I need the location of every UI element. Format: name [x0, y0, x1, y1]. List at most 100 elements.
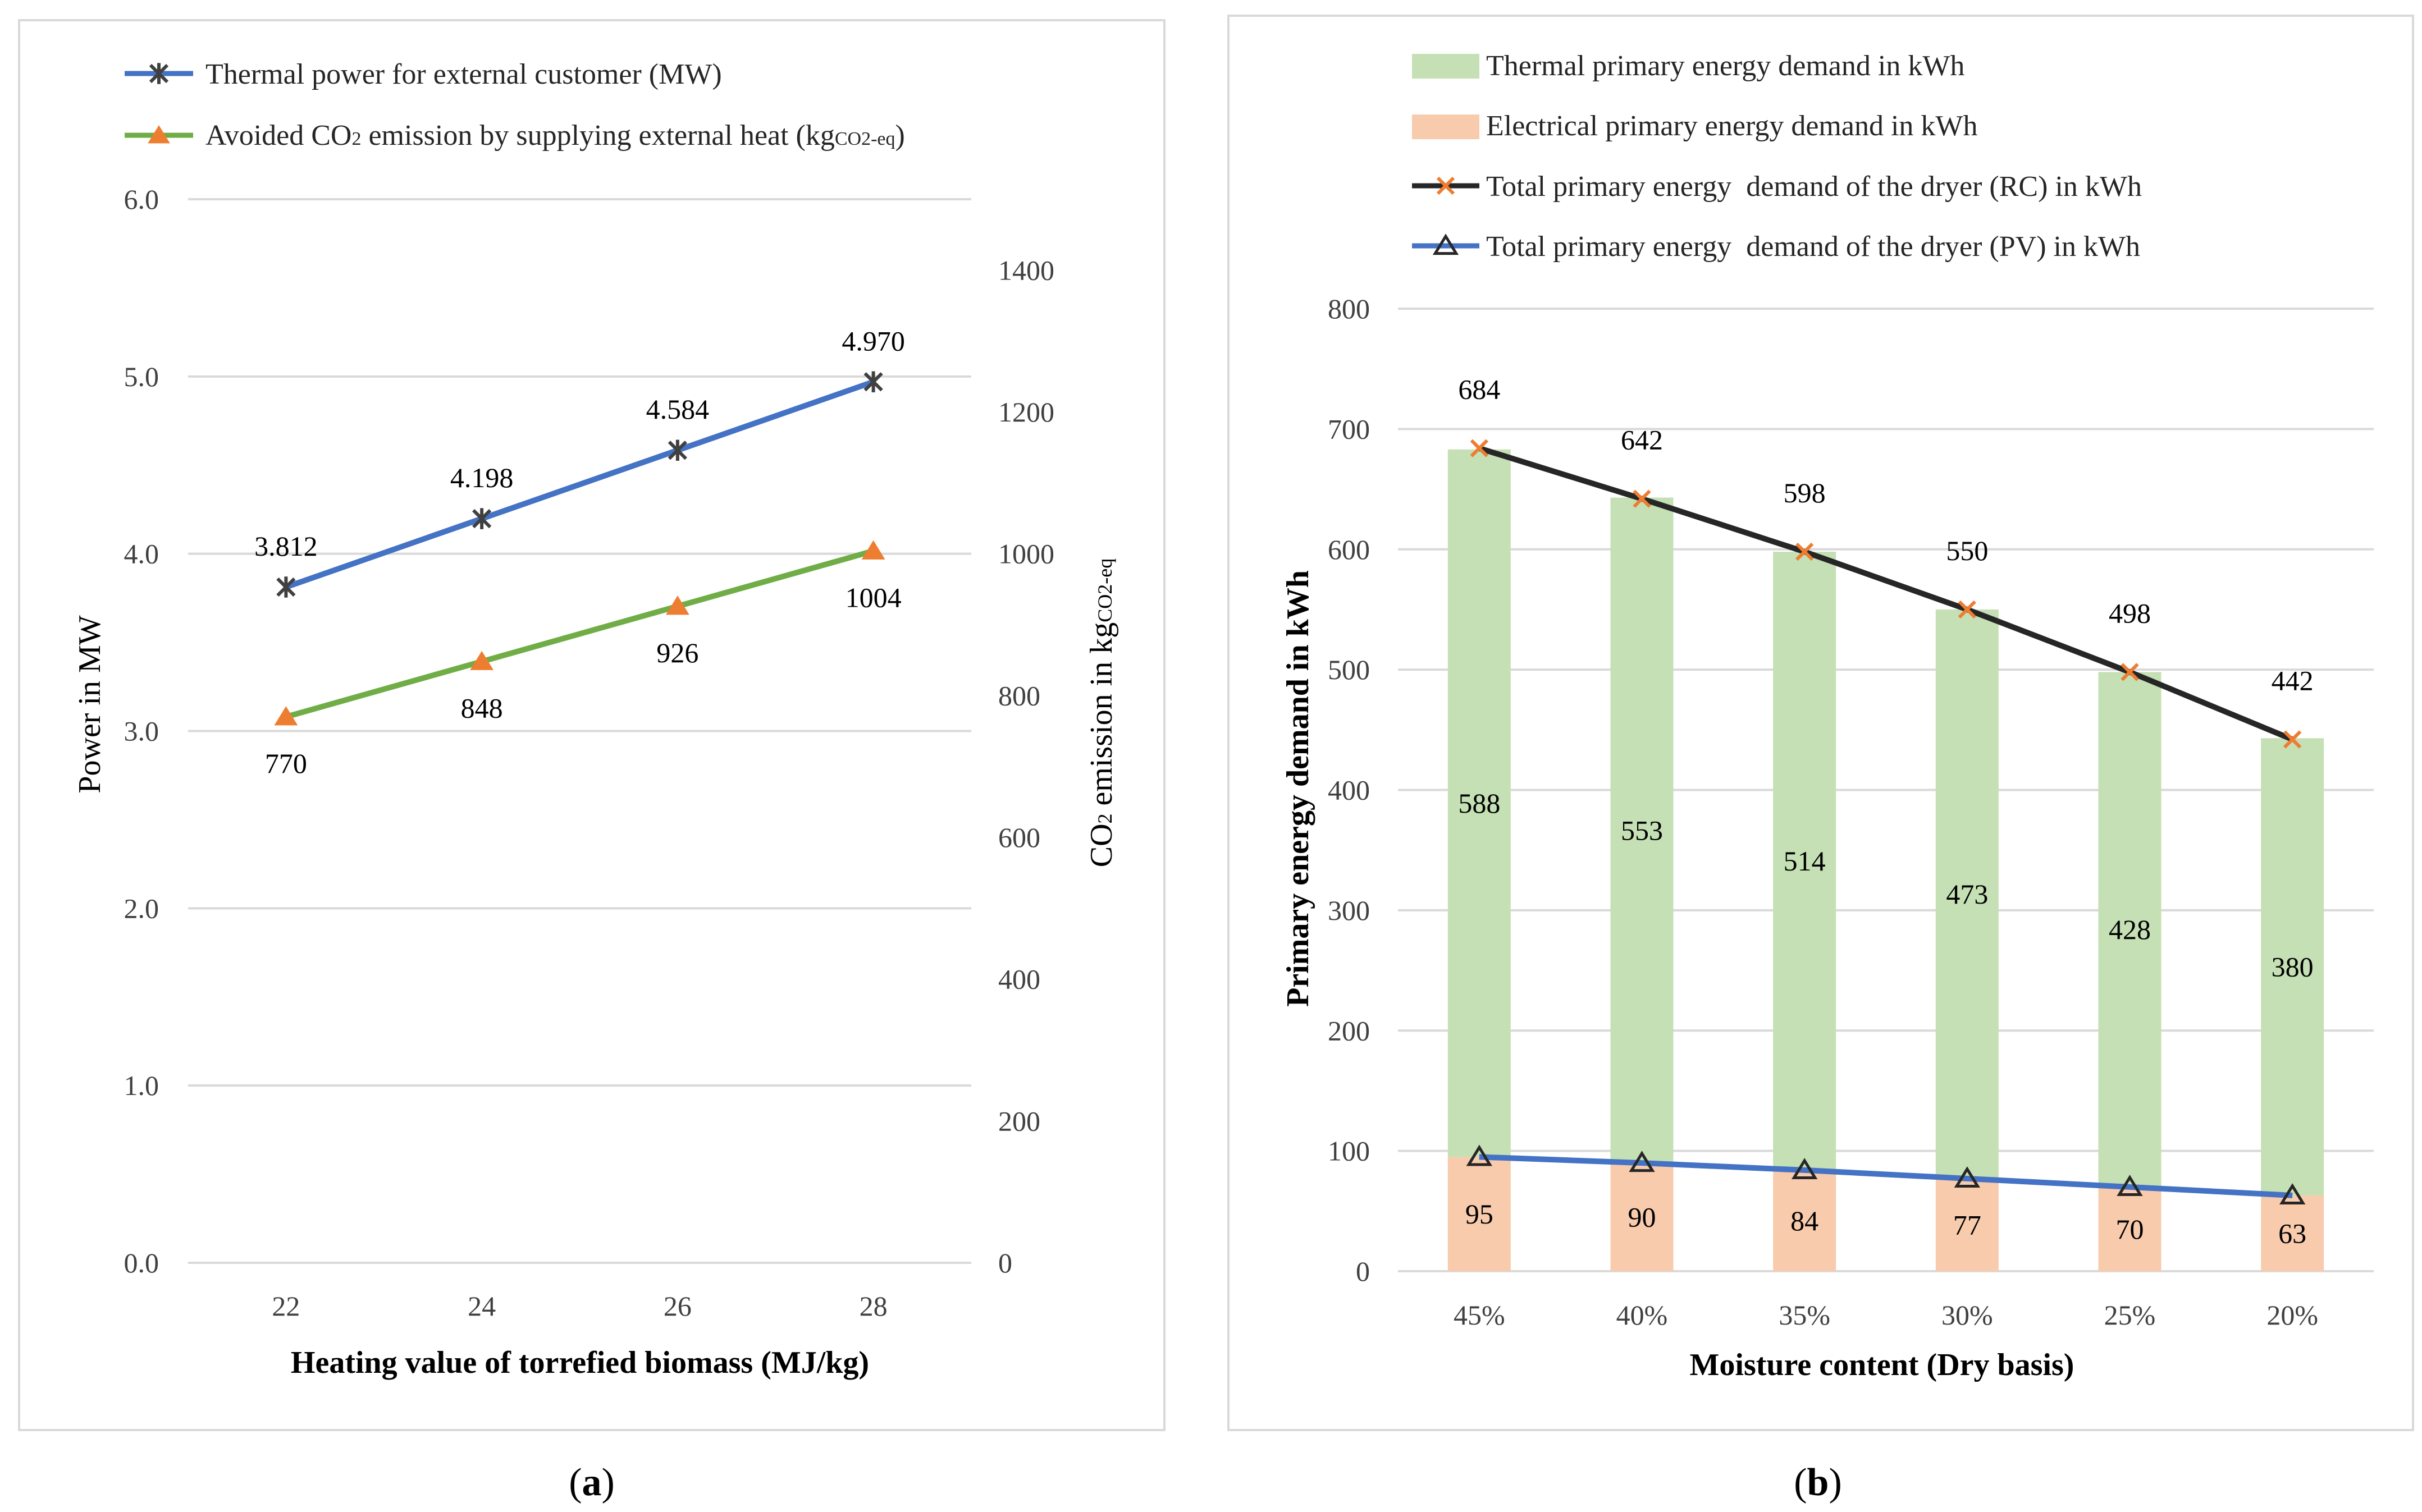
panel-b-x-ticks: 45% 40% 35% 30% 25% 20%: [1454, 1299, 2318, 1331]
y-tick-label: 100: [1328, 1135, 1370, 1167]
data-label-total-rc: 550: [1946, 535, 1988, 566]
data-label-avoided-co2: 848: [461, 693, 503, 724]
x-marker-total-rc: [1633, 489, 1651, 508]
data-label-electrical: 95: [1465, 1198, 1493, 1230]
data-label-thermal-power: 4.584: [646, 393, 710, 425]
legend-swatch-thermal-primary: [1412, 54, 1479, 79]
panel-b-series-lines: [1478, 445, 2294, 1198]
y-tick-label: 600: [1328, 534, 1370, 565]
bar-electrical: [2261, 1195, 2324, 1271]
data-label-total-rc: 498: [2109, 597, 2151, 629]
y2-tick-label: 600: [998, 822, 1040, 853]
legend-swatch-electrical-primary: [1412, 114, 1479, 139]
y-tick-label: 6.0: [124, 184, 159, 215]
star-marker-thermal-power: [668, 439, 688, 461]
y2-tick-label: 0: [998, 1247, 1012, 1279]
open-triangle-marker-total-pv: [1466, 1144, 1492, 1166]
data-label-electrical: 90: [1628, 1202, 1656, 1233]
triangle-marker-avoided-co2: [274, 706, 298, 726]
data-label-thermal-power: 4.198: [450, 462, 514, 493]
panel-a-y2-ticks: 0 200 400 600 800 1000 1200 1400: [998, 254, 1054, 1279]
legend-label-avoided-co2: Avoided CO2 emission by supplying extern…: [205, 120, 905, 152]
legend-item-thermal-power: Thermal power for external customer (MW): [125, 58, 722, 90]
panel-a-x-ticks: 22 24 26 28: [272, 1290, 887, 1322]
y2-title-sub: 2: [1094, 813, 1116, 823]
panel-b-y-ticks: 0 100 200 300 400 500 600 700 800: [1328, 293, 1370, 1287]
data-label-electrical: 70: [2116, 1213, 2144, 1245]
panel-b-chart: 0 100 200 300 400 500 600 700 800 45% 40% 35% 30% 25…: [1281, 50, 2374, 1382]
panel-b-data-labels: 95 588 90 553 84 514 77 473 70 428 63 380 684 642 598 5…: [1458, 374, 2313, 1249]
open-triangle-marker-total-pv: [1792, 1158, 1818, 1180]
x-tick-label: 28: [860, 1290, 888, 1322]
y2-tick-label: 1000: [998, 538, 1054, 570]
y2-tick-label: 1400: [998, 254, 1054, 286]
data-label-electrical: 84: [1790, 1205, 1818, 1236]
x-marker-total-rc: [1958, 600, 1976, 619]
bar-thermal: [1447, 449, 1511, 1157]
legend-x-marker-icon: [1436, 176, 1455, 195]
x-tick-label: 24: [468, 1290, 496, 1322]
data-label-avoided-co2: 1004: [846, 582, 902, 613]
y2-tick-label: 1200: [998, 396, 1054, 428]
panel-a-series-lines: [285, 379, 875, 720]
x-marker-total-rc: [2121, 663, 2139, 681]
y-tick-label: 800: [1328, 293, 1370, 324]
series-line-thermal-power: [285, 379, 875, 590]
x-tick-label: 22: [272, 1290, 300, 1322]
x-tick-label: 25%: [2104, 1299, 2156, 1331]
y-tick-label: 500: [1328, 654, 1370, 685]
star-marker-thermal-power: [472, 508, 492, 529]
data-label-electrical: 77: [1953, 1209, 1981, 1240]
triangle-marker-avoided-co2: [861, 540, 885, 560]
series-line-total-pv: [1479, 1154, 2293, 1198]
bar-thermal: [1773, 552, 1836, 1170]
caption-a-letter: a: [582, 1461, 602, 1504]
x-tick-label: 45%: [1454, 1299, 1505, 1331]
panel-a-y-axis-title: Power in MW: [72, 615, 107, 793]
bar-thermal: [2098, 672, 2161, 1187]
panel-a-y-ticks: 0.0 1.0 2.0 3.0 4.0 5.0 6.0: [124, 184, 159, 1279]
panel-a-data-labels: 3.812 4.198 4.584 4.970 770 848 926 1004: [254, 325, 905, 779]
data-label-thermal: 514: [1784, 845, 1826, 877]
y-tick-label: 300: [1328, 895, 1370, 926]
open-triangle-marker-total-pv: [2279, 1183, 2306, 1205]
legend-co2-unit-sub: CO2-eq: [835, 129, 895, 149]
x-marker-total-rc: [1470, 439, 1488, 457]
y2-title-rest: emission in kg: [1084, 622, 1119, 814]
x-tick-label: 26: [664, 1290, 692, 1322]
panel-b-markers: [1466, 439, 2306, 1205]
data-label-avoided-co2: 926: [656, 637, 698, 668]
y2-title-unit-sub: CO2-eq: [1094, 558, 1116, 622]
legend-open-triangle-marker-icon: [1432, 233, 1459, 255]
data-label-thermal-power: 4.970: [842, 325, 905, 356]
data-label-electrical: 63: [2278, 1217, 2306, 1249]
panel-b-y-axis-title: Primary energy demand in kWh: [1281, 570, 1315, 1007]
bar-electrical: [1935, 1178, 1999, 1271]
legend-label-thermal-power: Thermal power for external customer (MW): [205, 58, 722, 90]
triangle-marker-avoided-co2: [665, 595, 689, 615]
bar-electrical: [1610, 1163, 1674, 1271]
y-tick-label: 400: [1328, 775, 1370, 806]
y-tick-label: 700: [1328, 413, 1370, 445]
open-triangle-marker-total-pv: [1629, 1151, 1655, 1172]
panel-a-gridlines: [188, 198, 971, 1264]
data-label-total-rc: 684: [1458, 374, 1500, 405]
y-tick-label: 0: [1356, 1256, 1370, 1287]
x-marker-total-rc: [1795, 542, 1814, 561]
caption-b: (b): [1794, 1461, 1842, 1504]
x-tick-label: 40%: [1616, 1299, 1668, 1331]
y2-tick-label: 200: [998, 1105, 1040, 1137]
legend-label-total-pv: Total primary energy demand of the dryer…: [1486, 231, 2140, 263]
star-marker-thermal-power: [276, 576, 296, 598]
series-line-total-rc: [1478, 445, 2294, 743]
y-tick-label: 200: [1328, 1015, 1370, 1046]
data-label-thermal: 428: [2109, 914, 2151, 945]
y2-tick-label: 800: [998, 680, 1040, 711]
caption-b-letter: b: [1807, 1461, 1829, 1504]
legend-co2-sub: 2: [351, 129, 361, 149]
legend-label-electrical-primary: Electrical primary energy demand in kWh: [1486, 110, 1977, 142]
bar-thermal: [1610, 497, 1674, 1163]
data-label-avoided-co2: 770: [265, 748, 307, 779]
y-tick-label: 4.0: [124, 538, 159, 570]
data-label-thermal: 588: [1458, 787, 1500, 819]
